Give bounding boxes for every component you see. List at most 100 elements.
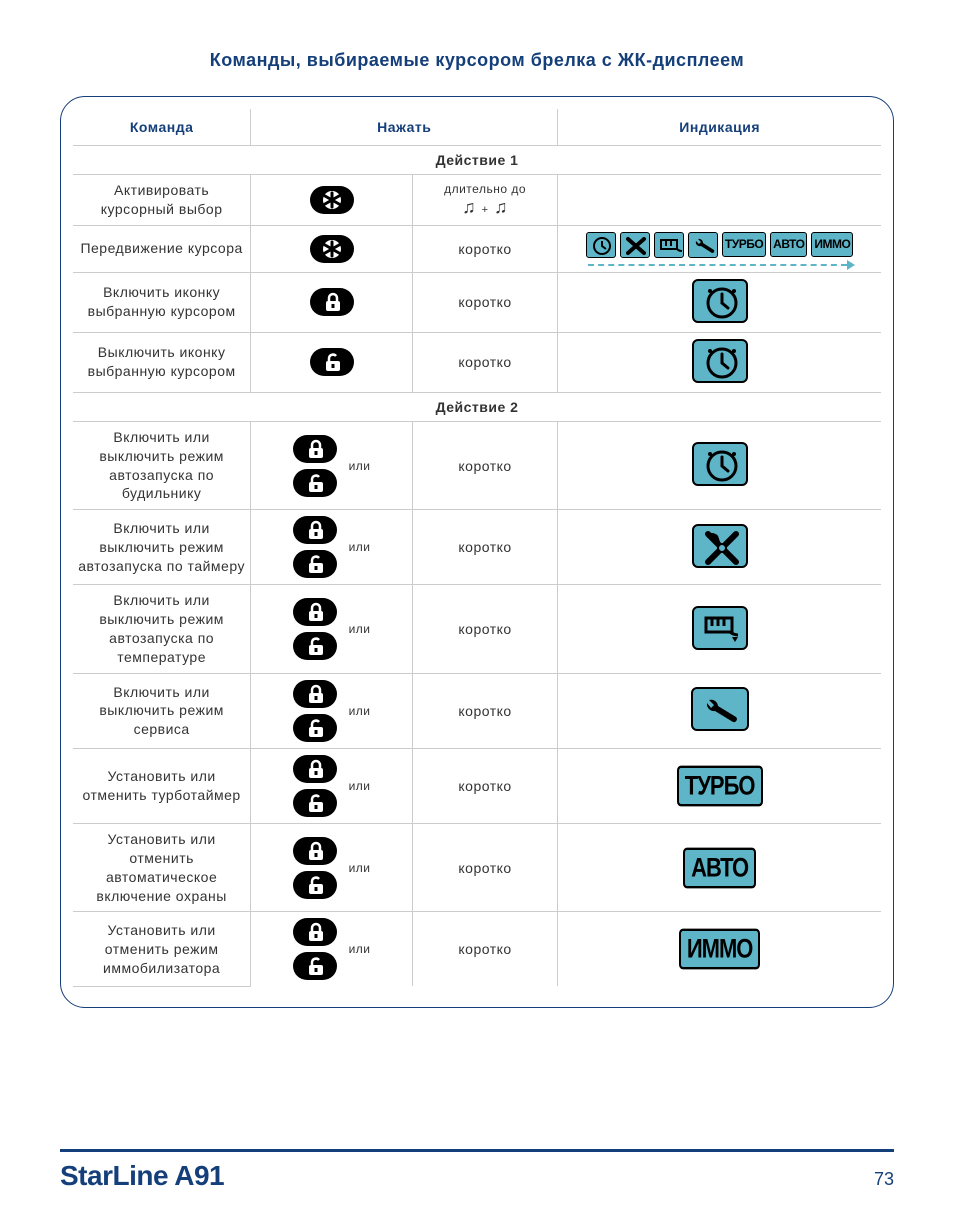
page-number: 73 — [874, 1169, 894, 1190]
cmd-label: Включить или выключить режим сервиса — [73, 673, 251, 748]
cmd-label: Включить или выключить режим автозапуска… — [73, 510, 251, 585]
brand-label: StarLine A91 — [60, 1160, 224, 1192]
button-cell — [251, 175, 413, 226]
fan-icon — [620, 232, 650, 258]
star-button-icon — [310, 235, 354, 263]
table-row: Установить или отменить автоматическое в… — [73, 823, 881, 912]
press-type: коротко — [412, 510, 557, 585]
button-cell: или — [251, 421, 413, 510]
indication-cell — [558, 175, 881, 226]
clock-icon — [692, 279, 748, 323]
lock-button-icon — [310, 288, 354, 316]
table-row: Установить или отменить режим иммобилиза… — [73, 912, 881, 987]
temp-icon — [692, 606, 748, 650]
press-type: коротко — [412, 823, 557, 912]
cmd-label: Выключить иконку выбранную курсором — [73, 332, 251, 392]
page-footer: StarLine A91 73 — [60, 1149, 894, 1192]
button-cell: или — [251, 912, 413, 987]
table-row: Передвижение курсора коротко ТУРБО АВТО … — [73, 225, 881, 272]
table-row: Установить или отменить турботаймер или … — [73, 748, 881, 823]
cmd-label: Включить или выключить режим автозапуска… — [73, 421, 251, 510]
lock-button-icon — [293, 837, 337, 865]
table-row: Включить или выключить режим автозапуска… — [73, 421, 881, 510]
immo-badge: ИММО — [679, 929, 761, 970]
indication-cell — [558, 272, 881, 332]
section-2: Действие 2 — [73, 392, 881, 421]
indication-cell — [558, 332, 881, 392]
table-row: Включить или выключить режим автозапуска… — [73, 585, 881, 674]
cmd-label: Установить или отменить режим иммобилиза… — [73, 912, 251, 987]
press-type: коротко — [412, 272, 557, 332]
wrench-icon — [688, 232, 718, 258]
button-cell — [251, 272, 413, 332]
indication-cell: ТУРБО — [558, 748, 881, 823]
cmd-label: Передвижение курсора — [73, 225, 251, 272]
press-type: коротко — [412, 332, 557, 392]
press-type: коротко — [412, 421, 557, 510]
unlock-button-icon — [310, 348, 354, 376]
unlock-button-icon — [293, 871, 337, 899]
press-type: коротко — [412, 912, 557, 987]
wrench-icon — [691, 687, 749, 731]
clock-icon — [692, 339, 748, 383]
button-cell — [251, 225, 413, 272]
button-cell — [251, 332, 413, 392]
press-type: длительно до ♫ + ♫ — [412, 175, 557, 226]
indication-cell — [558, 510, 881, 585]
cmd-label: Включить иконку выбранную курсором — [73, 272, 251, 332]
button-cell: или — [251, 823, 413, 912]
or-label: или — [349, 623, 371, 635]
or-label: или — [349, 862, 371, 874]
table-frame: Команда Нажать Индикация Действие 1 Акти… — [60, 96, 894, 1008]
table-row: Включить или выключить режим автозапуска… — [73, 510, 881, 585]
indication-cell — [558, 421, 881, 510]
lock-button-icon — [293, 680, 337, 708]
immo-label: ИММО — [811, 232, 853, 257]
or-label: или — [349, 943, 371, 955]
or-label: или — [349, 705, 371, 717]
header-command: Команда — [73, 109, 251, 146]
unlock-button-icon — [293, 550, 337, 578]
section-1: Действие 1 — [73, 146, 881, 175]
lock-button-icon — [293, 516, 337, 544]
or-label: или — [349, 541, 371, 553]
button-cell: или — [251, 585, 413, 674]
clock-icon — [692, 442, 748, 486]
cmd-label: Включить или выключить режим автозапуска… — [73, 585, 251, 674]
turbo-badge: ТУРБО — [677, 766, 763, 807]
press-type: коротко — [412, 585, 557, 674]
star-button-icon — [310, 186, 354, 214]
commands-table: Команда Нажать Индикация Действие 1 Акти… — [73, 109, 881, 987]
lock-button-icon — [293, 918, 337, 946]
or-label: или — [349, 460, 371, 472]
table-row: Активировать курсорный выбор длительно д… — [73, 175, 881, 226]
table-row: Включить иконку выбранную курсором корот… — [73, 272, 881, 332]
button-cell: или — [251, 510, 413, 585]
cmd-label: Установить или отменить автоматическое в… — [73, 823, 251, 912]
turbo-label: ТУРБО — [722, 232, 766, 257]
button-cell: или — [251, 748, 413, 823]
page-title: Команды, выбираемые курсором брелка с ЖК… — [60, 50, 894, 71]
cmd-label: Установить или отменить турботаймер — [73, 748, 251, 823]
fan-icon — [692, 524, 748, 568]
unlock-button-icon — [293, 714, 337, 742]
temp-icon — [654, 232, 684, 258]
header-indication: Индикация — [558, 109, 881, 146]
unlock-button-icon — [293, 789, 337, 817]
unlock-button-icon — [293, 469, 337, 497]
unlock-button-icon — [293, 952, 337, 980]
indication-cell — [558, 673, 881, 748]
table-row: Выключить иконку выбранную курсором коро… — [73, 332, 881, 392]
button-cell: или — [251, 673, 413, 748]
header-press: Нажать — [251, 109, 558, 146]
indication-cell: ИММО — [558, 912, 881, 987]
table-row: Включить или выключить режим сервиса или… — [73, 673, 881, 748]
auto-label: АВТО — [770, 232, 807, 257]
clock-icon — [586, 232, 616, 258]
lock-button-icon — [293, 755, 337, 783]
lock-button-icon — [293, 598, 337, 626]
or-label: или — [349, 780, 371, 792]
unlock-button-icon — [293, 632, 337, 660]
cmd-label: Активировать курсорный выбор — [73, 175, 251, 226]
auto-badge: АВТО — [683, 847, 756, 888]
